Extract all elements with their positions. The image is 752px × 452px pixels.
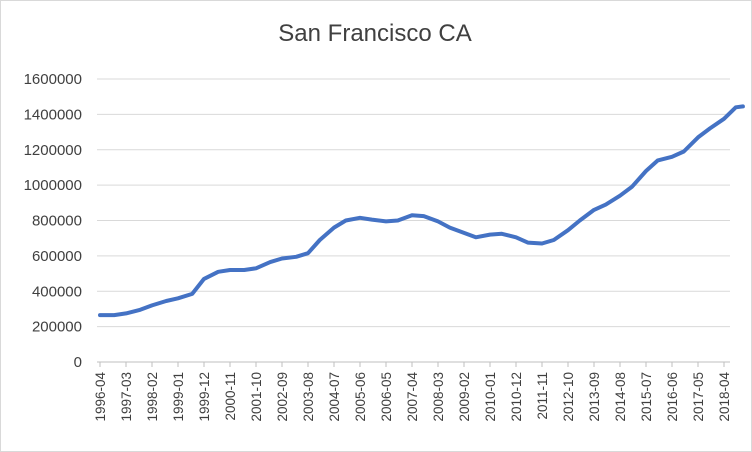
x-tick-label: 1996-04 — [93, 372, 108, 422]
x-tick-label: 2010-12 — [509, 372, 524, 422]
x-tick-label: 2000-11 — [223, 372, 238, 421]
y-tick-label: 1600000 — [24, 71, 82, 88]
x-tick-label: 2013-09 — [587, 372, 602, 422]
x-tick-label: 1998-02 — [145, 372, 160, 422]
y-tick-label: 1000000 — [24, 177, 82, 194]
x-tick-label: 2005-06 — [353, 372, 368, 422]
y-tick-label: 200000 — [32, 319, 82, 336]
x-tick-label: 1999-12 — [197, 372, 212, 422]
series-line — [98, 104, 745, 318]
x-tick-label: 2009-02 — [457, 372, 472, 422]
x-tick-label: 2015-07 — [639, 372, 654, 422]
x-tick-label: 2012-10 — [561, 372, 576, 422]
x-tick-label: 1997-03 — [119, 372, 134, 422]
y-tick-label: 1400000 — [24, 106, 82, 123]
x-tick-label: 2004-07 — [327, 372, 342, 422]
x-tick-label: 2017-05 — [691, 372, 706, 422]
y-tick-label: 600000 — [32, 248, 82, 265]
x-tick-label: 2016-06 — [665, 372, 680, 422]
x-tick-label: 2002-09 — [275, 372, 290, 422]
y-tick-label: 0 — [74, 354, 82, 371]
chart-title: San Francisco CA — [278, 20, 472, 47]
x-tick-label: 2001-10 — [249, 372, 264, 422]
x-tick-label: 2010-01 — [483, 372, 498, 422]
x-tick-label: 2011-11 — [535, 372, 550, 420]
x-tick-label: 2014-08 — [613, 372, 628, 422]
x-tick-label: 1999-01 — [171, 372, 186, 422]
y-tick-label: 400000 — [32, 283, 82, 300]
x-tick-label: 2018-04 — [717, 372, 732, 422]
x-tick-label: 2003-08 — [301, 372, 316, 422]
x-tick-label: 2008-03 — [431, 372, 446, 422]
x-tick-label: 2007-04 — [405, 372, 420, 422]
y-tick-label: 800000 — [32, 213, 82, 230]
x-tick-label: 2006-05 — [379, 372, 394, 422]
y-tick-label: 1200000 — [24, 142, 82, 159]
